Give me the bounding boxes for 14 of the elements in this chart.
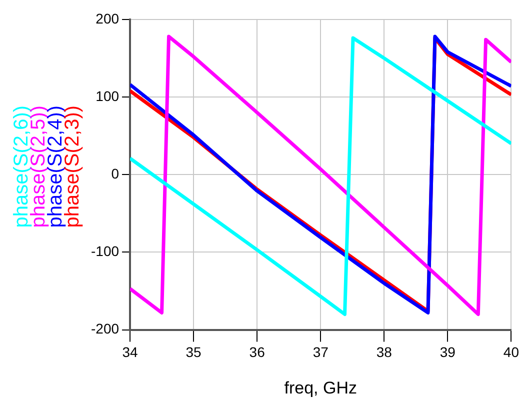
x-tick-label: 34 bbox=[122, 344, 138, 360]
y-tick-label: 200 bbox=[96, 10, 120, 26]
text: phase(S(2,6)) bbox=[10, 105, 33, 228]
x-tick-label: 35 bbox=[186, 344, 202, 360]
y-tick-label: 100 bbox=[96, 88, 120, 104]
x-tick-label: 36 bbox=[249, 344, 266, 360]
y-tick-label: -200 bbox=[90, 320, 120, 337]
x-axis-title: freq, GHz bbox=[284, 378, 357, 398]
y-tick-label: 0 bbox=[111, 165, 120, 182]
x-tick-label: 39 bbox=[440, 344, 456, 360]
y-tick-label: -100 bbox=[90, 243, 120, 260]
x-tick-label: 37 bbox=[312, 344, 329, 360]
x-tick-label: 38 bbox=[376, 344, 392, 360]
x-tick-label: 40 bbox=[503, 344, 520, 360]
